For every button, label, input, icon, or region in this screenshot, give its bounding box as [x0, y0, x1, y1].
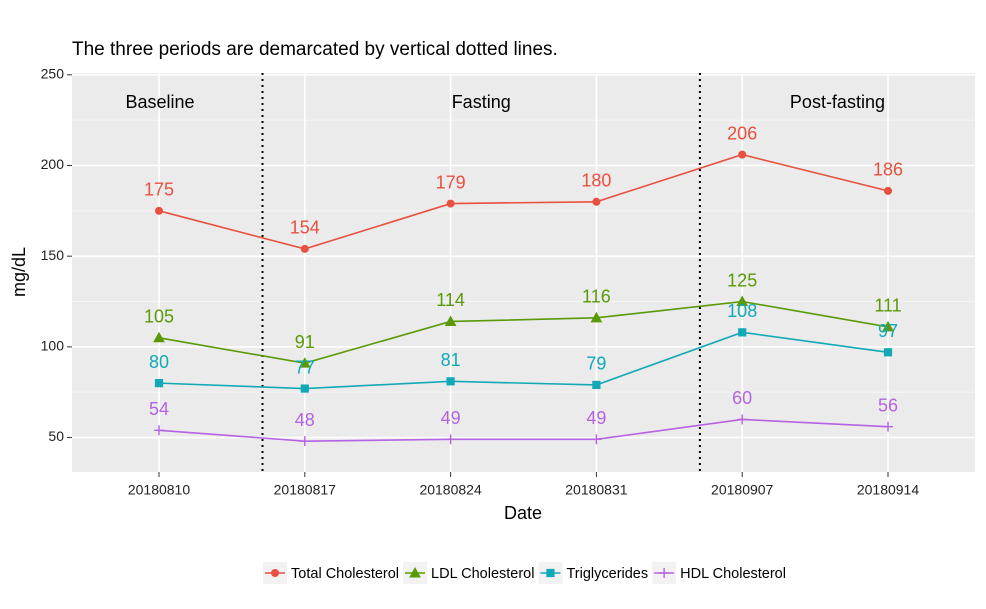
data-label: 186 [873, 160, 903, 180]
point [300, 384, 309, 393]
legend-label: HDL Cholesterol [680, 566, 786, 582]
point [444, 315, 457, 326]
data-label: 56 [878, 395, 898, 415]
data-label: 108 [727, 301, 757, 321]
point [738, 150, 747, 159]
data-label: 49 [441, 408, 461, 428]
legend-marker [546, 568, 555, 578]
data-label: 179 [436, 172, 466, 192]
point [154, 379, 164, 388]
y-tick-label: 150 [41, 247, 65, 263]
data-label: 97 [878, 321, 898, 341]
period-label: Baseline [125, 92, 194, 112]
data-label: 116 [582, 287, 611, 307]
point [155, 206, 163, 215]
data-label: 77 [295, 357, 315, 377]
data-label: 60 [732, 388, 752, 408]
point [883, 348, 893, 357]
data-label: 49 [586, 408, 606, 428]
data-label: 91 [295, 332, 315, 352]
data-label: 111 [874, 296, 901, 316]
period-label: Post-fasting [790, 92, 885, 112]
data-label: 114 [436, 290, 465, 310]
series-line [158, 153, 889, 250]
point [884, 186, 892, 195]
point [883, 421, 893, 432]
data-label: 105 [144, 307, 174, 327]
point [299, 436, 310, 447]
y-tick-label: 250 [41, 66, 65, 82]
data-label: 80 [149, 352, 169, 372]
data-label: 48 [295, 410, 315, 430]
point [298, 357, 311, 368]
point [445, 434, 456, 445]
x-tick-label: 20180914 [857, 482, 920, 498]
x-tick-label: 20180907 [711, 482, 774, 498]
x-axis-title: Date [504, 503, 542, 523]
data-label: 154 [290, 218, 320, 238]
panel [72, 73, 975, 472]
point [300, 244, 309, 253]
y-tick-label: 50 [48, 428, 64, 444]
period-label: Fasting [452, 92, 511, 112]
point [592, 380, 601, 390]
y-tick-label: 100 [41, 338, 65, 354]
point [591, 434, 602, 445]
legend-label: LDL Cholesterol [431, 566, 534, 582]
point [153, 331, 165, 343]
point [592, 197, 601, 206]
series-line [158, 300, 889, 365]
legend-label: Total Cholesterol [291, 566, 399, 582]
x-tick-label: 20180831 [565, 482, 628, 498]
y-tick-label: 200 [41, 156, 65, 172]
series-line [158, 418, 889, 442]
series-line [158, 331, 889, 390]
legend: Total Cholesterol LDL Cholesterol Triglyce… [263, 562, 786, 584]
legend-marker [271, 569, 280, 577]
legend-label: Triglycerides [566, 566, 648, 582]
data-label: 175 [144, 180, 174, 200]
point [446, 199, 455, 208]
point [882, 320, 894, 332]
data-label: 125 [727, 270, 757, 290]
y-axis-title: mg/dL [9, 247, 29, 297]
point [590, 311, 603, 323]
data-label: 206 [727, 123, 757, 143]
point [737, 414, 748, 425]
x-tick-label: 20180817 [274, 482, 337, 498]
chart-title: The three periods are demarcated by vert… [72, 39, 558, 60]
x-tick-label: 20180810 [128, 482, 191, 498]
point [736, 295, 749, 307]
data-label: 54 [149, 399, 169, 419]
point [154, 425, 164, 436]
legend-marker [409, 566, 421, 578]
data-label: 180 [581, 171, 611, 191]
legend-marker [659, 568, 670, 578]
point [446, 377, 455, 386]
point [738, 328, 747, 337]
x-tick-label: 20180824 [419, 482, 482, 498]
data-label: 81 [441, 350, 461, 370]
data-label: 79 [586, 354, 606, 374]
